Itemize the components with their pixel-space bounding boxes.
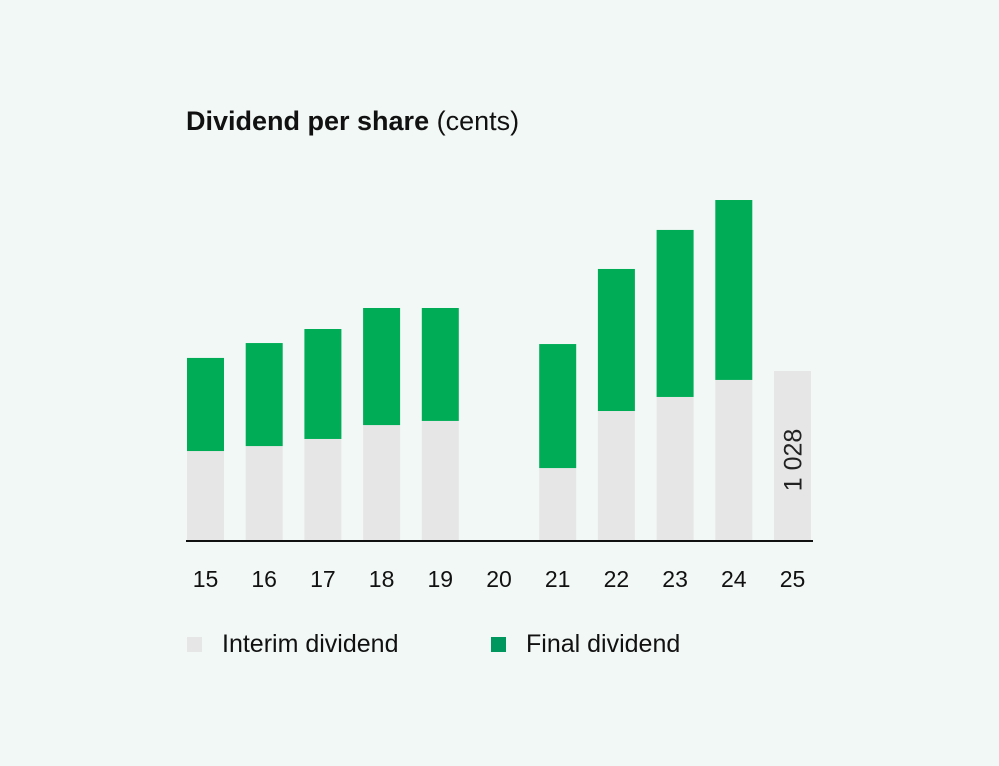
x-tick-label: 24 (721, 566, 747, 592)
legend-label-interim: Interim dividend (222, 630, 399, 658)
x-tick-label: 17 (310, 566, 336, 592)
bar-final-24 (715, 200, 753, 380)
bar-interim-24 (715, 379, 753, 541)
x-tick-label: 19 (428, 566, 454, 592)
legend-label-final: Final dividend (526, 630, 681, 658)
bar-final-17 (304, 328, 342, 439)
bar-interim-25 (774, 371, 811, 541)
bar-final-23 (656, 229, 694, 397)
legend-swatch-interim (187, 637, 202, 652)
x-tick-label: 20 (486, 566, 512, 592)
bar-interim-17 (304, 438, 342, 541)
x-tick-label: 15 (193, 566, 219, 592)
bar-interim-22 (597, 411, 635, 541)
legend-swatch-final (491, 637, 506, 652)
bar-final-19 (421, 307, 459, 421)
x-tick-label: 22 (604, 566, 630, 592)
x-tick-label: 18 (369, 566, 395, 592)
bar-interim-21 (539, 468, 577, 541)
bar-final-22 (597, 268, 635, 412)
data-label-25: 1 028 (780, 429, 808, 492)
bar-final-16 (245, 343, 283, 447)
x-tick-label: 25 (780, 566, 806, 592)
x-tick-label: 23 (662, 566, 688, 592)
bar-interim-19 (421, 420, 459, 541)
chart-title: Dividend per share (cents) (186, 106, 520, 136)
bar-final-15 (187, 357, 224, 452)
x-tick-label: 16 (251, 566, 277, 592)
bar-final-18 (363, 307, 401, 426)
legend-item-interim: Interim dividend (187, 630, 398, 659)
legend-item-final: Final dividend (491, 630, 680, 659)
x-tick-label: 21 (545, 566, 571, 592)
bar-interim-16 (245, 446, 283, 541)
bar-interim-15 (187, 451, 224, 541)
bar-final-21 (539, 344, 577, 469)
bar-interim-23 (656, 396, 694, 541)
bar-interim-18 (363, 425, 401, 541)
